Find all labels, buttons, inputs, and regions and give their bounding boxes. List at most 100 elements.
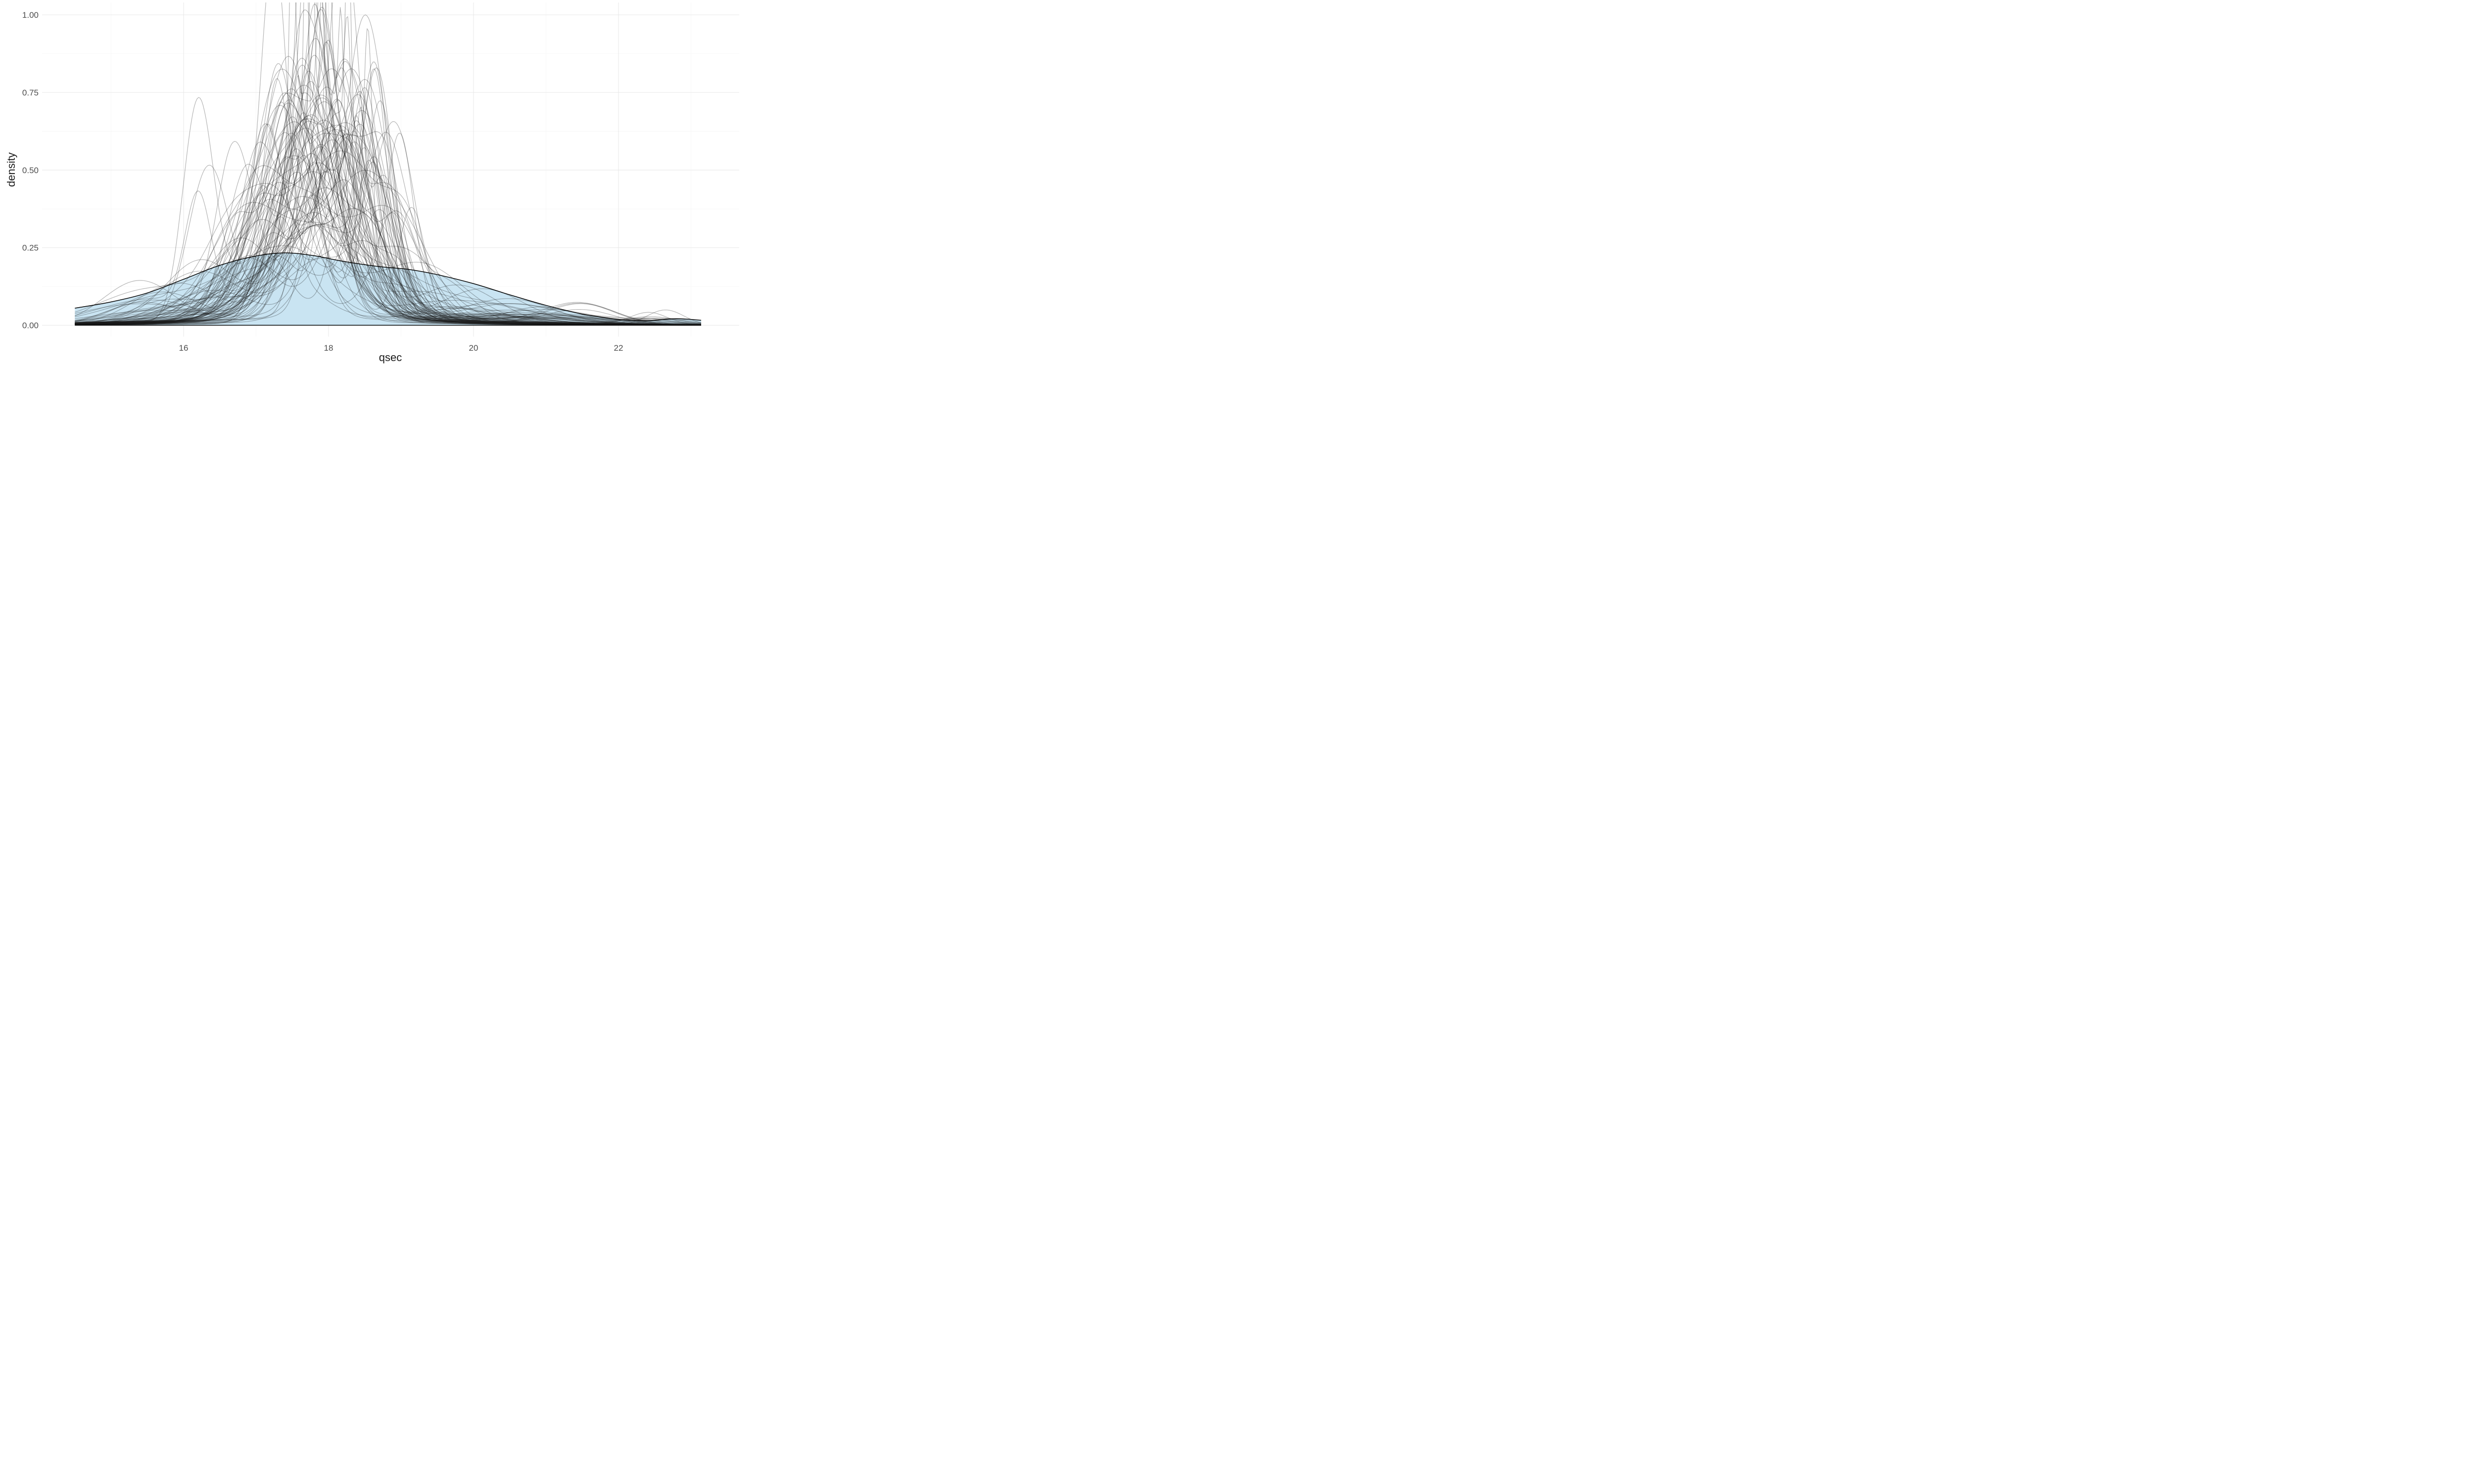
overlay-density-curve [75,2,701,325]
x-axis-title: qsec [379,351,402,364]
overlay-density-curve [75,42,701,325]
overlay-density-curve [75,182,702,325]
y-axis-title: density [5,152,17,187]
y-tick-label: 0.25 [22,243,39,253]
overlay-density-curve [75,78,701,325]
y-tick-label: 0.00 [22,321,39,330]
overlay-density-curve [75,141,701,325]
overlay-density-curve [75,131,701,325]
overlay-density-curve [75,2,701,325]
x-tick-label: 22 [614,343,623,353]
density-plot-figure: 16 18 20 22 0.00 0.25 0.50 0.75 1.00 qsec densi… [0,0,742,371]
overlay-density-curve [75,141,701,325]
overlay-density-curve [75,196,701,325]
plot-area [75,2,702,326]
overlay-density-curve [75,100,701,325]
overlay-density-curve [75,81,701,325]
overlay-density-curve [75,2,702,325]
overlay-density-curve [75,68,702,325]
overlay-density-curve [75,124,701,325]
overlay-density-curve [75,183,701,325]
overlay-density-curve [75,101,702,325]
overlay-density-curve [75,155,701,325]
overlay-density-curve [75,2,702,325]
overlay-density-curve [75,85,701,325]
overlay-density-curve [75,67,701,325]
overlay-density-curve [75,116,701,325]
overlay-density-curve [75,70,701,325]
overlay-density-curve [75,2,701,325]
main-density-outline [75,252,702,321]
overlay-density-curve [75,171,701,325]
overlay-density-curve [75,55,701,325]
overlay-density-curve [75,68,701,325]
overlay-density-curve [75,115,701,325]
overlay-density-curve [75,171,702,325]
overlay-density-curve [75,98,701,325]
overlay-density-curve [75,7,701,325]
overlay-density-curve [75,105,702,325]
y-tick-label: 0.50 [22,166,39,175]
overlay-density-curve [75,94,701,325]
x-tick-labels: 16 18 20 22 [179,343,623,353]
overlay-density-curve [75,97,702,325]
overlay-density-curve [75,170,701,325]
y-tick-label: 0.75 [22,88,39,97]
overlay-density-curve [75,121,701,325]
overlay-density-curve [75,79,702,325]
overlay-density-curve [75,147,701,325]
overlay-density-curve [75,14,701,325]
overlay-density-curve [75,99,702,325]
x-tick-label: 18 [324,343,333,353]
overlay-density-curve [75,3,701,325]
overlay-density-curve [75,87,701,325]
overlay-density-curve [75,144,701,325]
overlay-density-curve [75,115,701,325]
y-tick-labels: 0.00 0.25 0.50 0.75 1.00 [22,10,39,330]
overlay-density-curves [75,2,702,326]
overlay-density-curve [75,101,701,325]
overlay-density-curve [75,165,702,325]
overlay-density-curve [75,118,701,325]
overlay-density-curve [75,61,701,325]
overlay-density-curve [75,93,701,325]
overlay-density-curve [75,9,701,325]
overlay-density-curve [75,187,702,325]
overlay-density-curve [75,38,701,325]
overlay-density-curve [75,110,702,325]
overlay-density-curve [75,2,701,325]
overlay-density-curve [75,133,701,325]
overlay-density-curve [75,128,702,325]
overlay-density-curve [75,63,702,325]
overlay-density-curve [75,100,701,325]
overlay-density-curve [75,122,702,325]
overlay-density-curve [75,202,701,325]
overlay-density-curve [75,133,701,325]
overlay-density-curve [75,124,701,325]
overlay-density-curve [75,28,702,325]
overlay-density-curve [75,139,702,325]
overlay-density-curve [75,57,702,325]
x-tick-label: 20 [469,343,478,353]
overlay-density-curve [75,112,701,325]
overlay-density-curve [75,16,701,325]
main-density-fill [75,253,701,325]
overlay-density-curve [75,9,701,325]
overlay-density-curve [75,135,701,325]
overlay-density-curve [75,130,701,325]
overlay-density-curve [75,2,701,325]
overlay-density-curve [75,129,702,324]
overlay-density-curve [75,75,702,325]
overlay-density-curve [75,169,701,325]
overlay-density-curve [75,2,701,325]
overlay-density-curve [75,6,701,325]
y-tick-label: 1.00 [22,10,39,20]
overlay-density-curve [75,119,701,325]
overlay-density-curve [75,65,702,325]
overlay-density-curve [75,132,701,325]
overlay-density-curve [75,97,701,325]
overlay-density-curve [75,162,702,325]
overlay-density-curve [75,156,702,325]
overlay-density-curve [75,125,701,325]
chart-canvas: 16 18 20 22 0.00 0.25 0.50 0.75 1.00 qsec densi… [5,2,739,364]
